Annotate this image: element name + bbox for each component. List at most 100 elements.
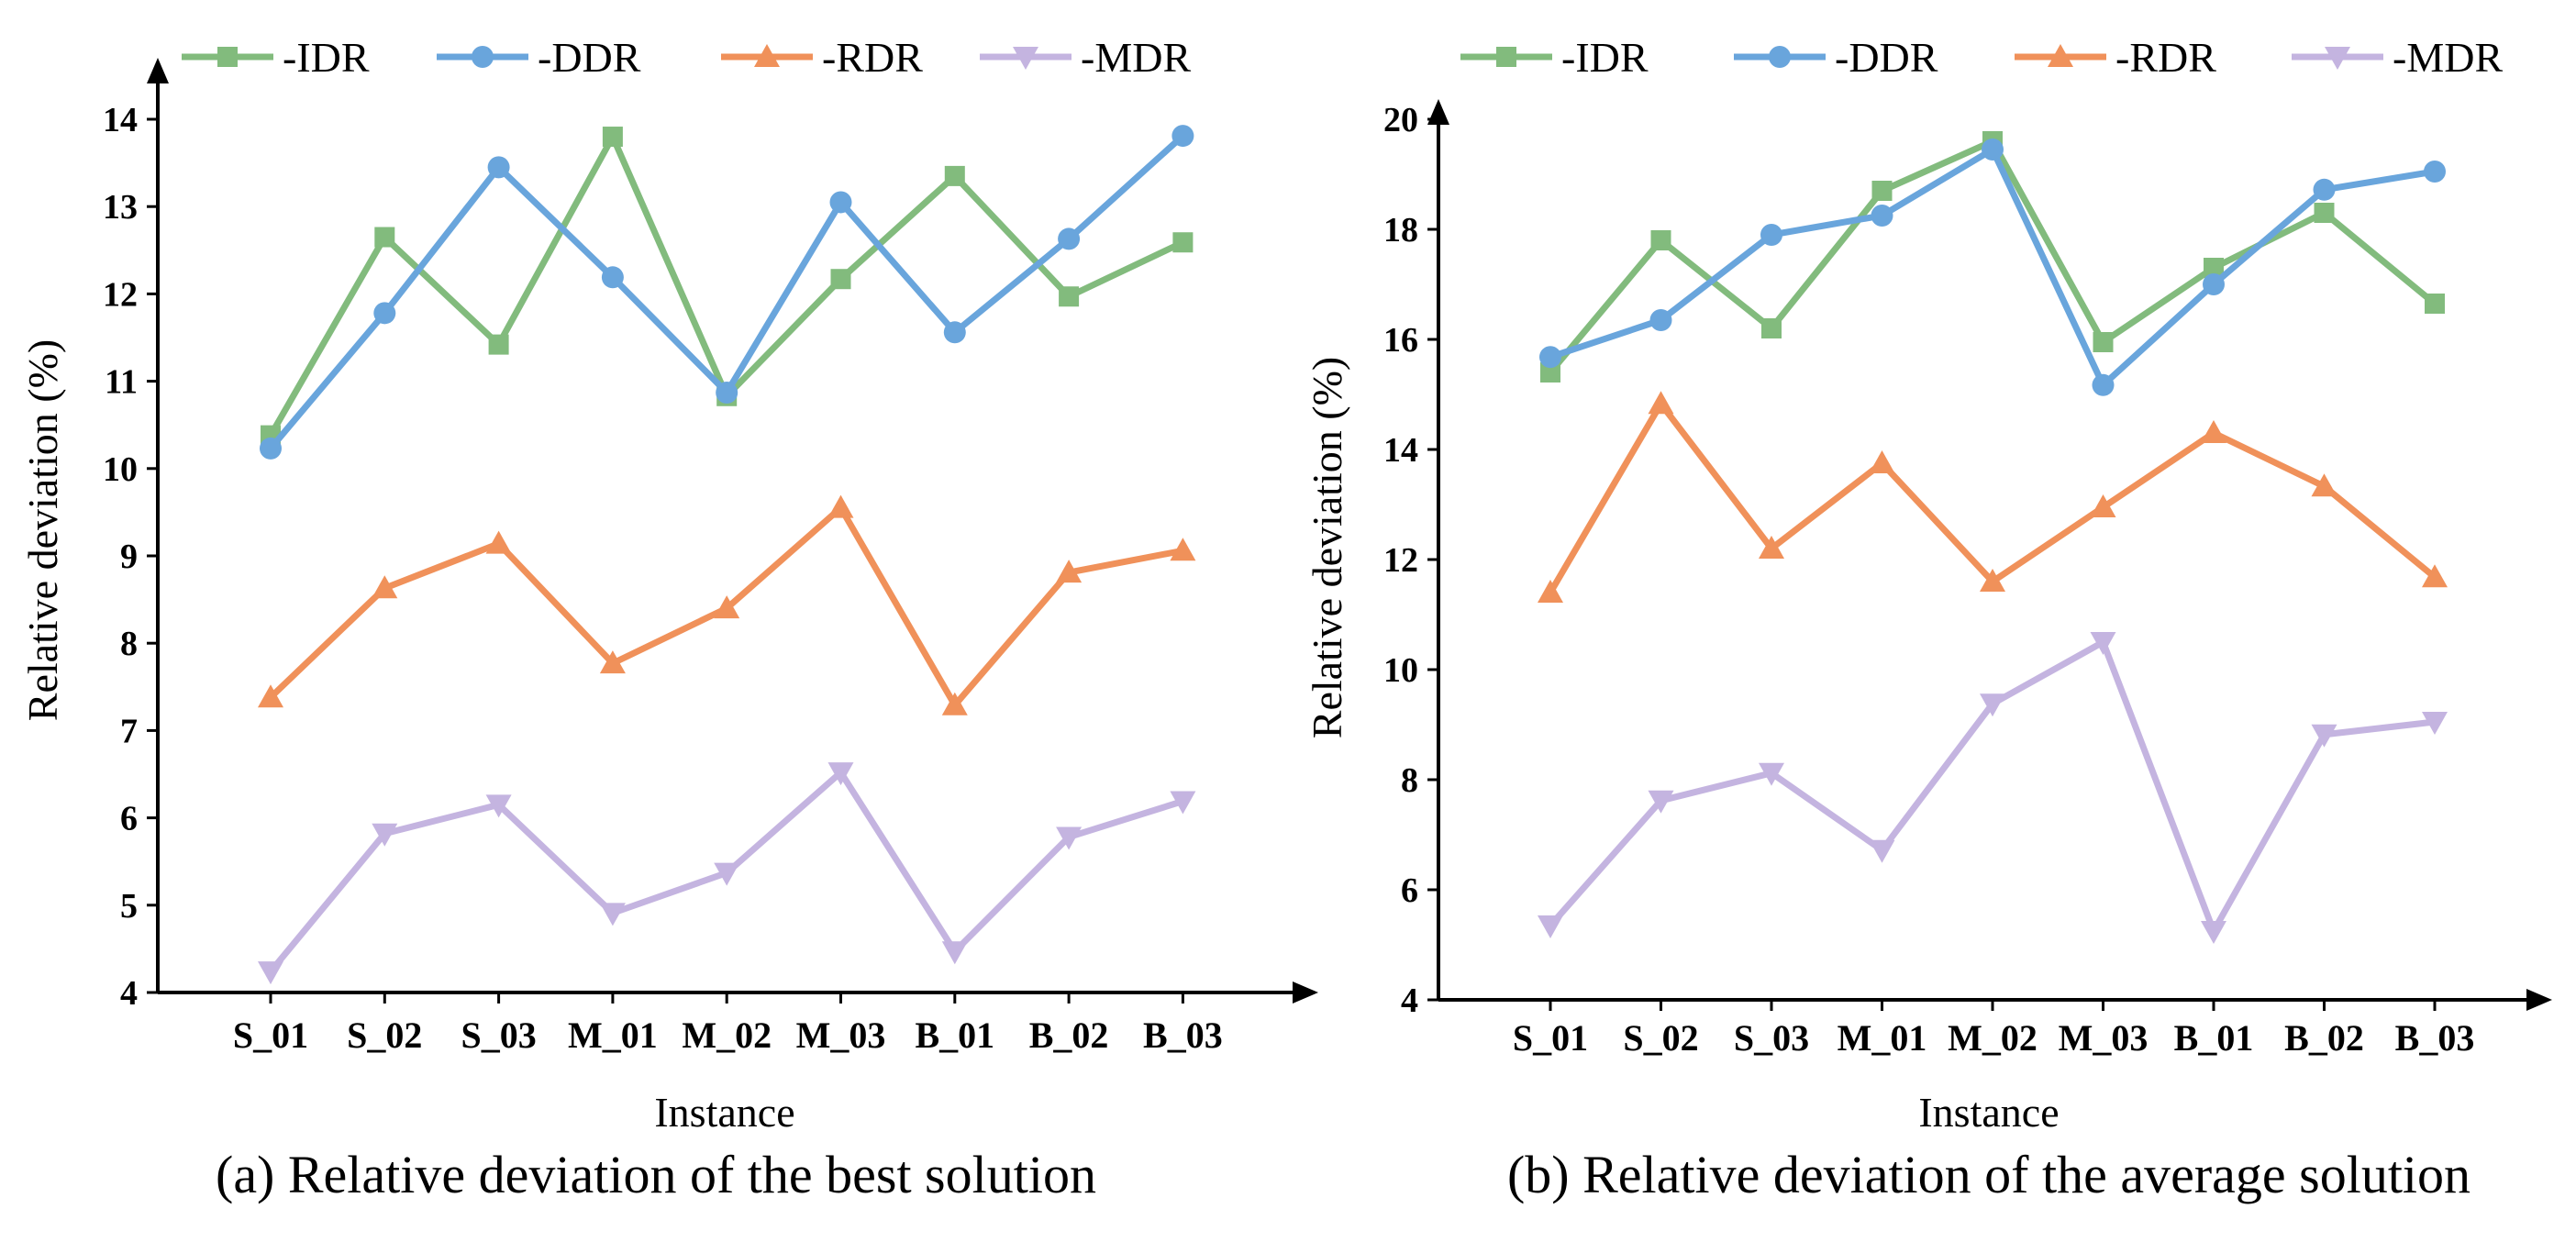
legend-item-rdr-b: -RDR xyxy=(2015,34,2216,81)
data-point-rdr-a xyxy=(485,530,512,554)
data-point-mdr-b xyxy=(1869,839,1895,863)
data-point-idr-b xyxy=(2093,332,2114,352)
series-line-mdr-b xyxy=(1548,638,2436,935)
x-tick-label-a: B_01 xyxy=(915,1015,994,1056)
data-point-idr-a xyxy=(1059,286,1080,307)
data-point-idr-b xyxy=(1540,362,1560,383)
data-point-ddr-b xyxy=(1539,346,1561,369)
y-tick-label-b: 10 xyxy=(1383,651,1418,690)
data-point-rdr-a xyxy=(941,692,968,715)
y-axis-title-b: Relative deviation (%) xyxy=(1304,357,1350,738)
legend-label-ddr-a: -DDR xyxy=(538,34,641,81)
y-tick-label-b: 20 xyxy=(1383,101,1418,139)
legend-item-ddr-a: -DDR xyxy=(437,34,641,81)
data-point-idr-a xyxy=(602,127,623,148)
data-point-rdr-b xyxy=(2311,473,2337,497)
legend-marker-ddr-b xyxy=(1769,46,1791,68)
chart-panel-a: 4 5 6 7 8 9 10 11 12 13 14 S_01 S_02 S_03 M_01 M_02 M_03… xyxy=(19,34,1318,1204)
legend-label-idr-b: -IDR xyxy=(1561,34,1649,81)
y-tick-label-a: 8 xyxy=(120,625,138,663)
data-point-idr-b xyxy=(1650,230,1671,250)
y-tick-label-b: 6 xyxy=(1401,871,1418,910)
data-point-mdr-a xyxy=(1170,791,1196,815)
chart-caption-a: (a) Relative deviation of the best solut… xyxy=(216,1145,1096,1204)
y-tick-label-a: 4 xyxy=(120,974,138,1013)
y-tick-label-b: 14 xyxy=(1383,431,1418,470)
x-tick-label-a: B_03 xyxy=(1143,1015,1223,1056)
legend-item-ddr-b: -DDR xyxy=(1734,34,1938,81)
data-point-idr-a xyxy=(1172,232,1194,253)
x-tick-label-b: M_03 xyxy=(2059,1017,2149,1059)
x-tick-label-a: M_03 xyxy=(796,1015,886,1056)
x-tick-label-a: M_01 xyxy=(568,1015,658,1056)
y-tick-label-a: 13 xyxy=(103,188,138,227)
x-axis-arrow-a xyxy=(1293,981,1318,1004)
data-point-rdr-a xyxy=(1170,538,1196,561)
x-tick-label-a: S_02 xyxy=(347,1015,422,1056)
data-point-rdr-a xyxy=(827,494,854,518)
legend-label-idr-a: -IDR xyxy=(283,34,370,81)
y-axis-arrow-b xyxy=(1427,99,1449,125)
legend-marker-ddr-a xyxy=(472,46,494,68)
data-point-rdr-b xyxy=(1538,580,1563,603)
data-point-rdr-b xyxy=(1759,536,1784,559)
legend-label-rdr-b: -RDR xyxy=(2115,34,2216,81)
data-point-ddr-a xyxy=(1058,227,1081,250)
data-point-ddr-a xyxy=(260,437,282,460)
data-point-ddr-a xyxy=(943,321,966,344)
legend-marker-idr-b xyxy=(1496,47,1516,67)
data-point-rdr-b xyxy=(1980,569,2005,592)
data-point-mdr-a xyxy=(372,823,398,847)
data-point-idr-a xyxy=(830,269,851,290)
data-point-rdr-a xyxy=(714,595,740,619)
data-point-ddr-b xyxy=(2203,273,2225,295)
legend-item-idr-b: -IDR xyxy=(1460,34,1649,81)
legend-marker-idr-a xyxy=(217,47,238,67)
chart-panel-b: 4 6 8 10 12 14 16 18 20 S_01 S_02 S_03 M_01 M_02 M_03 B… xyxy=(1304,34,2552,1204)
y-tick-label-a: 6 xyxy=(120,800,138,838)
legend-marker-rdr-b xyxy=(2048,44,2073,67)
data-point-rdr-b xyxy=(2090,494,2116,517)
data-point-ddr-a xyxy=(601,266,624,289)
data-point-idr-a xyxy=(374,227,395,248)
data-point-idr-b xyxy=(2204,258,2224,278)
y-tick-label-a: 10 xyxy=(103,450,138,489)
legend-item-rdr-a: -RDR xyxy=(721,34,923,81)
data-point-rdr-b xyxy=(2422,564,2448,588)
data-point-ddr-a xyxy=(487,156,510,179)
data-point-idr-a xyxy=(488,334,509,355)
y-tick-label-a: 12 xyxy=(103,275,138,314)
data-point-ddr-a xyxy=(829,191,852,214)
data-point-mdr-a xyxy=(827,762,854,786)
legend-marker-rdr-a xyxy=(754,44,780,67)
x-tick-label-a: S_01 xyxy=(233,1015,308,1056)
data-point-ddr-b xyxy=(2092,373,2115,396)
x-tick-label-a: S_03 xyxy=(461,1015,536,1056)
series-line-rdr-b xyxy=(1547,400,2437,594)
y-tick-label-b: 12 xyxy=(1383,541,1418,580)
y-tick-label-a: 7 xyxy=(120,712,138,750)
legend-item-mdr-b: -MDR xyxy=(2292,34,2503,81)
data-point-ddr-b xyxy=(1760,224,1782,246)
legend-item-idr-a: -IDR xyxy=(182,34,370,81)
data-point-idr-a xyxy=(944,165,965,186)
data-point-mdr-a xyxy=(258,961,283,985)
x-tick-label-b: B_03 xyxy=(2395,1017,2475,1059)
data-point-mdr-b xyxy=(2090,632,2116,655)
x-tick-label-b: B_02 xyxy=(2284,1017,2364,1059)
y-axis-title-a: Relative deviation (%) xyxy=(19,339,66,721)
data-point-mdr-b xyxy=(2311,724,2337,748)
data-point-idr-b xyxy=(1761,318,1782,338)
data-point-rdr-b xyxy=(2201,420,2226,443)
legend-item-mdr-a: -MDR xyxy=(980,34,1191,81)
data-point-idr-b xyxy=(2425,294,2445,314)
data-point-mdr-a xyxy=(714,862,740,886)
data-point-ddr-a xyxy=(373,302,396,325)
data-point-ddr-b xyxy=(2424,161,2446,183)
y-tick-label-b: 18 xyxy=(1383,211,1418,249)
data-point-mdr-b xyxy=(2422,712,2448,735)
data-point-ddr-a xyxy=(716,381,738,404)
data-point-ddr-b xyxy=(2313,178,2336,201)
y-tick-label-a: 5 xyxy=(120,887,138,926)
